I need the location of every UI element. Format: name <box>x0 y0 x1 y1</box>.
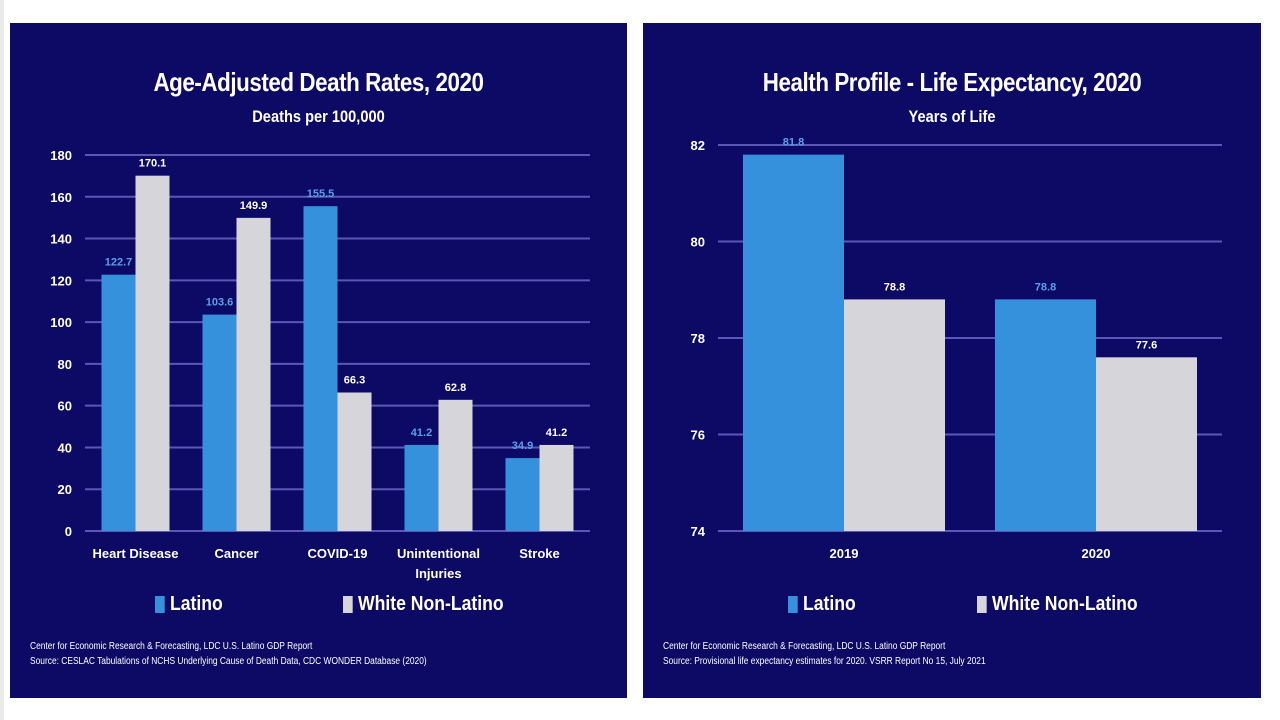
chart-title: Age-Adjusted Death Rates, 2020 <box>153 67 484 97</box>
y-tick-label: 78 <box>691 331 705 346</box>
data-label: 149.9 <box>240 200 268 212</box>
legend-label: Latino <box>802 593 856 615</box>
data-label: 62.8 <box>445 382 466 394</box>
y-tick-label: 40 <box>58 440 72 455</box>
death-rates-plot: 0 20 40 60 80 100 120 140 160 180 122.7 170.1 Heart … <box>50 148 590 581</box>
data-label: 155.5 <box>307 188 335 200</box>
bar-latino <box>743 154 844 531</box>
y-tick-label: 82 <box>691 138 705 153</box>
bar-latino <box>404 444 439 531</box>
chart-subtitle: Years of Life <box>908 107 996 126</box>
x-tick-label: Heart Disease <box>93 546 179 561</box>
y-tick-label: 60 <box>58 399 72 414</box>
legend-item-latino: Latino <box>155 593 223 616</box>
legend-item-white-non-latino: White Non-Latino <box>977 593 1138 616</box>
legend-swatch-white-non-latino <box>977 596 987 613</box>
data-label: 41.2 <box>411 427 432 439</box>
data-label: 77.6 <box>1136 339 1157 351</box>
y-tick-label: 74 <box>691 524 706 539</box>
y-tick-label: 20 <box>58 482 72 497</box>
chart-subtitle: Deaths per 100,000 <box>252 107 385 126</box>
footer-source: Source: CESLAC Tabulations of NCHS Under… <box>30 656 427 667</box>
data-label: 34.9 <box>512 440 533 452</box>
data-label: 170.1 <box>139 158 167 170</box>
x-tick-label: 2020 <box>1082 546 1111 561</box>
legend-item-latino: Latino <box>788 593 856 616</box>
page-edge <box>0 0 4 720</box>
footer-source: Source: Provisional life expectancy esti… <box>663 656 986 667</box>
data-label: 78.8 <box>1035 281 1056 293</box>
legend-swatch-latino <box>155 596 165 613</box>
bar-latino <box>202 314 237 531</box>
data-label: 103.6 <box>206 297 234 309</box>
life-expectancy-plot: 74 76 78 80 82 81.8 78.8 2019 78.8 77.6 2020 <box>691 137 1222 561</box>
y-tick-label: 140 <box>50 232 72 247</box>
legend-label: White Non-Latino <box>357 593 504 615</box>
y-tick-label: 80 <box>58 357 72 372</box>
data-label: 66.3 <box>344 375 365 387</box>
bar-latino <box>303 206 338 531</box>
footer-credit: Center for Economic Research & Forecasti… <box>663 641 946 652</box>
x-tick-label: COVID-19 <box>308 546 368 561</box>
data-label: 122.7 <box>105 257 133 269</box>
chart-footer: Center for Economic Research & Forecasti… <box>663 639 986 669</box>
data-label: 78.8 <box>884 281 905 293</box>
bar-white-non-latino <box>236 217 271 531</box>
bar-white-non-latino <box>337 392 372 531</box>
chart-title: Health Profile - Life Expectancy, 2020 <box>762 67 1142 97</box>
y-tick-label: 0 <box>65 524 72 539</box>
life-expectancy-chart-panel: Health Profile - Life Expectancy, 2020 Y… <box>643 23 1261 698</box>
bar-white-non-latino <box>844 299 945 531</box>
bar-white-non-latino <box>539 444 574 531</box>
bar-white-non-latino <box>135 175 170 531</box>
legend-swatch-white-non-latino <box>343 596 353 613</box>
x-tick-label: Unintentional <box>397 546 480 561</box>
legend-label: Latino <box>169 593 223 615</box>
y-tick-label: 76 <box>691 428 705 443</box>
chart-footer: Center for Economic Research & Forecasti… <box>30 639 427 669</box>
x-tick-label: Injuries <box>415 566 461 581</box>
y-tick-label: 180 <box>50 148 72 163</box>
legend-label: White Non-Latino <box>991 593 1138 615</box>
death-rates-chart-panel: Age-Adjusted Death Rates, 2020 Deaths pe… <box>10 23 627 698</box>
x-tick-label: 2019 <box>830 546 859 561</box>
bar-white-non-latino <box>438 399 473 531</box>
x-tick-label: Cancer <box>214 546 258 561</box>
y-tick-label: 120 <box>50 273 72 288</box>
bar-latino <box>101 274 136 531</box>
footer-credit: Center for Economic Research & Forecasti… <box>30 641 313 652</box>
data-label: 81.8 <box>783 137 804 149</box>
bar-white-non-latino <box>1096 357 1197 531</box>
x-tick-label: Stroke <box>519 546 559 561</box>
bar-latino <box>995 299 1096 531</box>
data-label: 41.2 <box>546 427 567 439</box>
legend-swatch-latino <box>788 596 798 613</box>
bar-latino <box>505 458 540 531</box>
y-tick-label: 80 <box>691 235 705 250</box>
y-tick-label: 160 <box>50 190 72 205</box>
legend-item-white-non-latino: White Non-Latino <box>343 593 504 616</box>
y-tick-label: 100 <box>50 315 72 330</box>
